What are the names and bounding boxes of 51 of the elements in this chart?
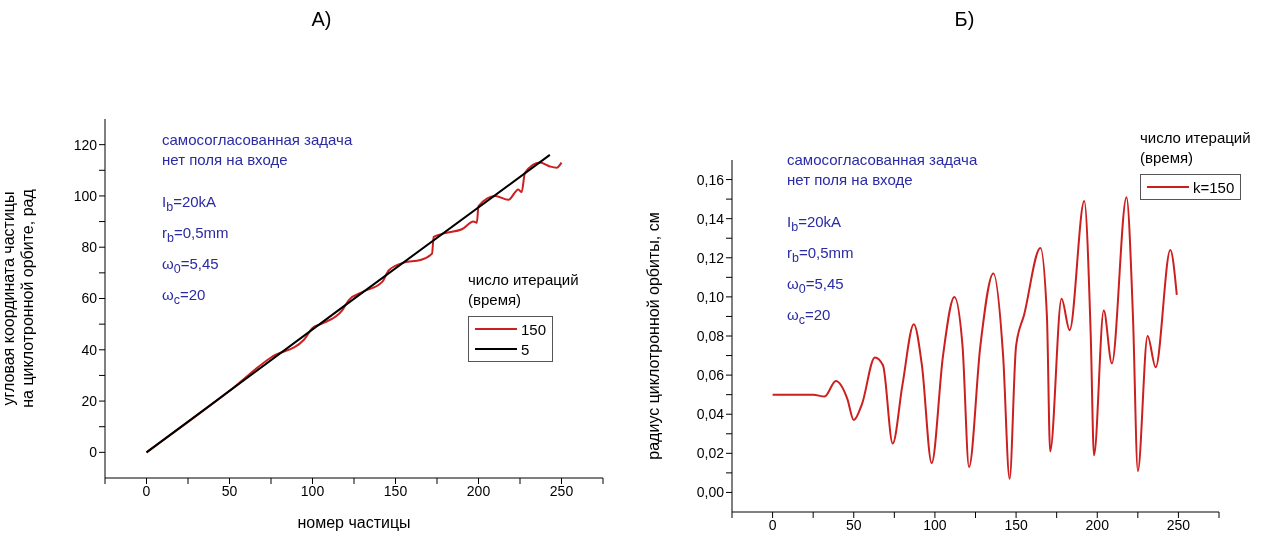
x-tick-label: 100 (300, 482, 325, 499)
x-tick-label: 250 (549, 482, 574, 499)
legend-label: k=150 (1193, 178, 1235, 196)
y-tick-label: 80 (81, 239, 98, 256)
x-tick-label: 50 (221, 482, 238, 499)
y-tick-label: 40 (81, 341, 98, 358)
y-tick-label: 60 (81, 290, 98, 307)
y-tick-label: 0,16 (696, 171, 725, 188)
x-tick-label: 200 (1085, 516, 1110, 533)
x-tick-label: 0 (142, 482, 151, 499)
x-tick-label: 100 (923, 516, 947, 533)
annotation: нет поля на входе (787, 170, 914, 190)
legend-label: 150 (521, 320, 547, 338)
y-tick-label: 0,02 (696, 445, 725, 462)
legend-label: 5 (521, 340, 530, 358)
chart-title: А) (310, 8, 333, 31)
y-tick-label: 0,08 (696, 327, 725, 344)
y-tick-label: 0,14 (696, 210, 725, 227)
y-tick-label: 20 (81, 393, 98, 410)
x-tick-label: 150 (1004, 516, 1028, 533)
y-tick-label: 0,12 (696, 249, 725, 266)
annotation: самосогласованная задача (162, 130, 353, 150)
x-tick-label: 250 (1166, 516, 1191, 533)
annotation: самосогласованная задача (787, 150, 978, 170)
y-tick-label: 120 (73, 136, 98, 153)
legend-title: число итераций (время) (1140, 128, 1251, 168)
annotation: ω$_{c}$=20 (787, 305, 832, 329)
legend-title: число итераций (время) (468, 270, 579, 310)
line-series (771, 196, 1178, 480)
x-axis-title: номер частицы (297, 514, 411, 531)
annotation: I$_{b}$=20kA (162, 192, 218, 216)
x-tick-label: 200 (466, 482, 491, 499)
annotation: ω$_{0}$=5,45 (162, 254, 220, 278)
y-tick-label: 0 (89, 444, 98, 461)
chart-title: Б) (953, 8, 976, 31)
y-tick-label: 0,10 (696, 288, 725, 305)
annotation: r$_{b}$=0,5mm (787, 243, 855, 267)
annotation: I$_{b}$=20kA (787, 212, 843, 236)
x-tick-label: 0 (768, 516, 777, 533)
y-axis-title: радиус циклотронной орбиты, см (645, 212, 662, 460)
y-tick-label: 0,00 (696, 484, 725, 501)
y-axis-title: угловая координата частицы на циклотронной орбите, рад (0, 188, 36, 408)
annotation: ω$_{c}$=20 (162, 285, 207, 309)
x-tick-label: 150 (383, 482, 408, 499)
annotation: ω$_{0}$=5,45 (787, 274, 845, 298)
y-tick-label: 0,06 (696, 367, 725, 384)
y-tick-label: 0,04 (696, 406, 725, 423)
y-tick-label: 100 (73, 187, 98, 204)
annotation: нет поля на входе (162, 150, 289, 170)
x-tick-label: 50 (845, 516, 862, 533)
annotation: r$_{b}$=0,5mm (162, 223, 230, 247)
